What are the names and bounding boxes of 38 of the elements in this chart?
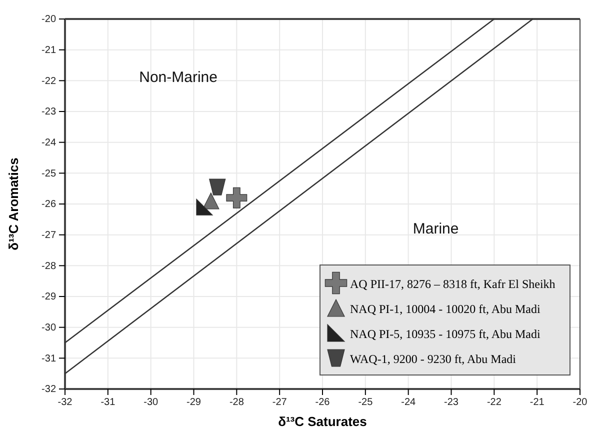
y-tick-label: -32	[42, 384, 56, 396]
y-tick-label: -20	[42, 14, 56, 26]
annotation: Non-Marine	[139, 68, 218, 86]
x-tick-label: -25	[358, 397, 374, 408]
y-tick-label: -31	[42, 353, 56, 364]
legend-label: NAQ PI-5, 10935 - 10975 ft, Abu Madi	[350, 327, 541, 341]
y-tick-label: -26	[42, 199, 56, 210]
y-axis-title: δ¹³C Aromatics	[6, 158, 21, 250]
y-tick-label: -25	[42, 168, 56, 180]
x-tick-label: -22	[486, 397, 502, 408]
x-tick-label: -26	[315, 397, 330, 408]
x-tick-label: -31	[100, 397, 116, 408]
y-tick-label: -29	[42, 292, 56, 303]
x-tick-label: -28	[229, 397, 244, 408]
point	[202, 192, 220, 210]
y-tick-label: -24	[42, 138, 56, 149]
x-tick-label: -30	[144, 397, 158, 408]
point	[226, 187, 248, 208]
x-axis-title: δ¹³C Saturates	[278, 414, 367, 429]
x-tick-label: -32	[58, 397, 73, 408]
legend-label: AQ PII-17, 8276 – 8318 ft, Kafr El Sheikh	[350, 277, 556, 291]
point	[196, 198, 213, 216]
x-tick-label: -21	[530, 397, 545, 408]
x-tick-label: -29	[186, 397, 202, 408]
x-tick-label: -27	[272, 397, 288, 408]
annotation: Marine	[412, 220, 459, 238]
legend-label: NAQ PI-1, 10004 - 10020 ft, Abu Madi	[350, 302, 541, 316]
point	[209, 178, 226, 196]
y-tick-label: -21	[42, 45, 56, 56]
y-tick-label: -27	[42, 230, 56, 242]
x-tick-label: -23	[444, 397, 459, 408]
y-tick-label: -23	[42, 106, 56, 118]
x-tick-label: -24	[401, 397, 416, 408]
y-tick-label: -22	[42, 76, 56, 87]
y-tick-label: -30	[42, 322, 56, 334]
x-tick-label: -20	[572, 397, 588, 408]
legend-label: WAQ-1, 9200 - 9230 ft, Abu Madi	[350, 352, 517, 366]
y-tick-label: -28	[42, 260, 56, 272]
